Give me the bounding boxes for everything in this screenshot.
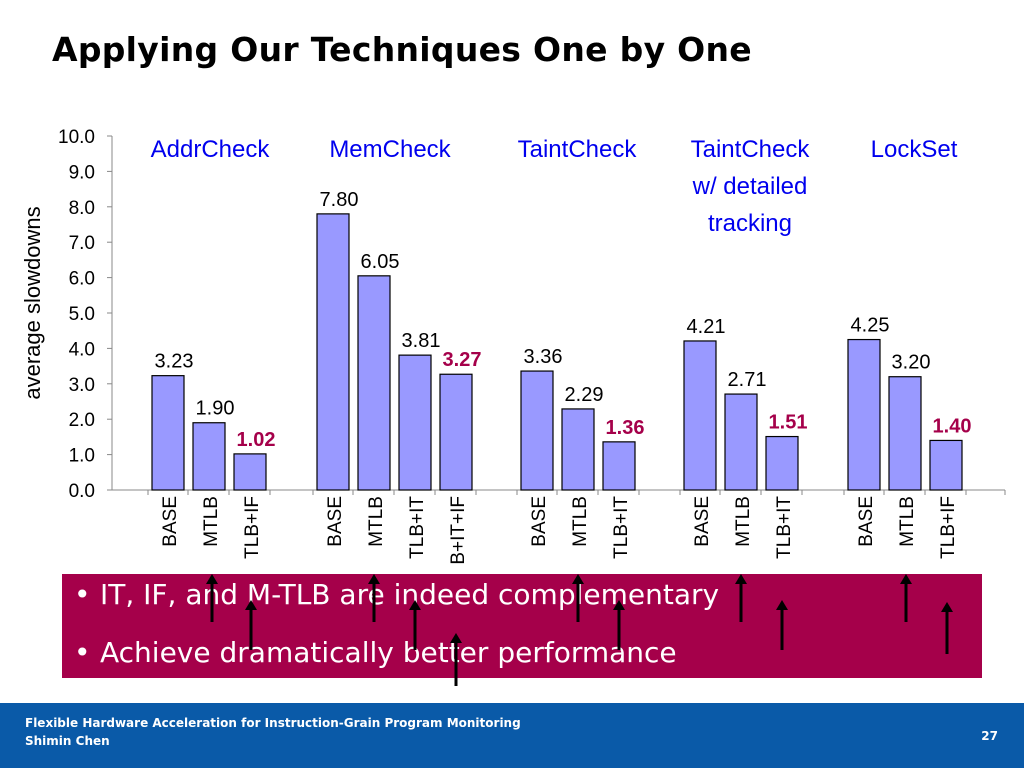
category-label: MTLB [570,496,591,547]
y-tick-label: 3.0 [69,375,95,396]
bar [316,213,350,491]
bar-value-label: 4.21 [687,316,726,338]
group-label: w/ detailed [692,173,808,200]
group-label: AddrCheck [151,136,271,163]
y-axis-title: average slowdowns [20,206,45,399]
category-label: MTLB [733,496,754,547]
group-label: LockSet [871,136,958,163]
bar-value-label: 6.05 [361,251,400,273]
category-label: BASE [856,496,877,547]
category-label: TLB+IT [611,496,632,559]
footer-author: Shimin Chen [25,734,110,748]
y-tick-label: 6.0 [69,269,95,290]
category-label: BASE [160,496,181,547]
footer-title: Flexible Hardware Acceleration for Instr… [25,716,521,730]
y-tick-label: 0.0 [69,481,95,502]
group-label: tracking [708,210,792,237]
bar [398,354,432,491]
bar-value-label: 3.36 [524,346,563,368]
bar [847,338,881,491]
callout-box: • IT, IF, and M-TLB are indeed complement… [62,574,982,678]
bar [888,376,922,491]
bar [192,422,226,491]
page-number: 27 [981,729,998,743]
y-tick-label: 1.0 [69,446,95,467]
category-label: B+IT+IF [448,496,469,565]
bar-value-label: 3.23 [155,351,194,373]
footer-bar: Flexible Hardware Acceleration for Instr… [0,703,1024,768]
bullet-text: Achieve dramatically better performance [100,636,677,669]
category-label: TLB+IT [774,496,795,559]
slide-title: Applying Our Techniques One by One [52,30,752,69]
bar-value-label: 1.90 [196,398,235,420]
y-tick-label: 4.0 [69,339,95,360]
bar-value-label: 1.40 [933,415,972,437]
bar [151,375,185,491]
bar-value-label: 2.71 [728,369,767,391]
group-label: TaintCheck [518,136,638,163]
category-label: MTLB [201,496,222,547]
y-tick-label: 8.0 [69,198,95,219]
group-label: TaintCheck [691,136,811,163]
category-label: BASE [529,496,550,547]
bar [765,435,799,491]
bar-value-label: 2.29 [565,384,604,406]
bar [683,340,717,491]
bar-value-label: 3.20 [892,352,931,374]
bullet-glyph: • [74,636,91,669]
bar [724,393,758,491]
bullet-glyph: • [74,578,91,611]
y-tick-label: 10.0 [58,127,95,148]
category-label: TLB+IF [242,496,263,559]
bar [233,453,267,491]
bar-chart: 0.0 1.0 2.0 3.0 4.0 5.0 6.0 7.0 8.0 9.0 10.0 averag… [20,127,1006,565]
bullet-item: • Achieve dramatically better performance [74,636,677,669]
bar-value-label: 1.51 [769,412,808,434]
bar [357,275,391,491]
group-label: MemCheck [329,136,451,163]
y-tick-label: 7.0 [69,233,95,254]
bar-value-label: 3.27 [443,349,482,371]
bar-value-label: 1.36 [606,417,645,439]
bar [602,441,636,491]
bar [561,408,595,491]
y-tick-label: 9.0 [69,162,95,183]
category-label: MTLB [897,496,918,547]
bullet-item: • IT, IF, and M-TLB are indeed complement… [74,578,719,611]
bar-value-label: 1.02 [237,429,276,451]
bar [520,370,554,491]
category-label: MTLB [366,496,387,547]
bar [929,439,963,491]
y-tick-label: 2.0 [69,410,95,431]
category-label: BASE [692,496,713,547]
category-label: BASE [325,496,346,547]
bar-value-label: 7.80 [320,189,359,211]
bar [439,373,473,491]
category-label: TLB+IT [407,496,428,559]
y-tick-label: 5.0 [69,304,95,325]
bar-value-label: 4.25 [851,315,890,337]
bar-value-label: 3.81 [402,330,441,352]
bullet-text: IT, IF, and M-TLB are indeed complementa… [100,578,720,611]
category-label: TLB+IF [938,496,959,559]
